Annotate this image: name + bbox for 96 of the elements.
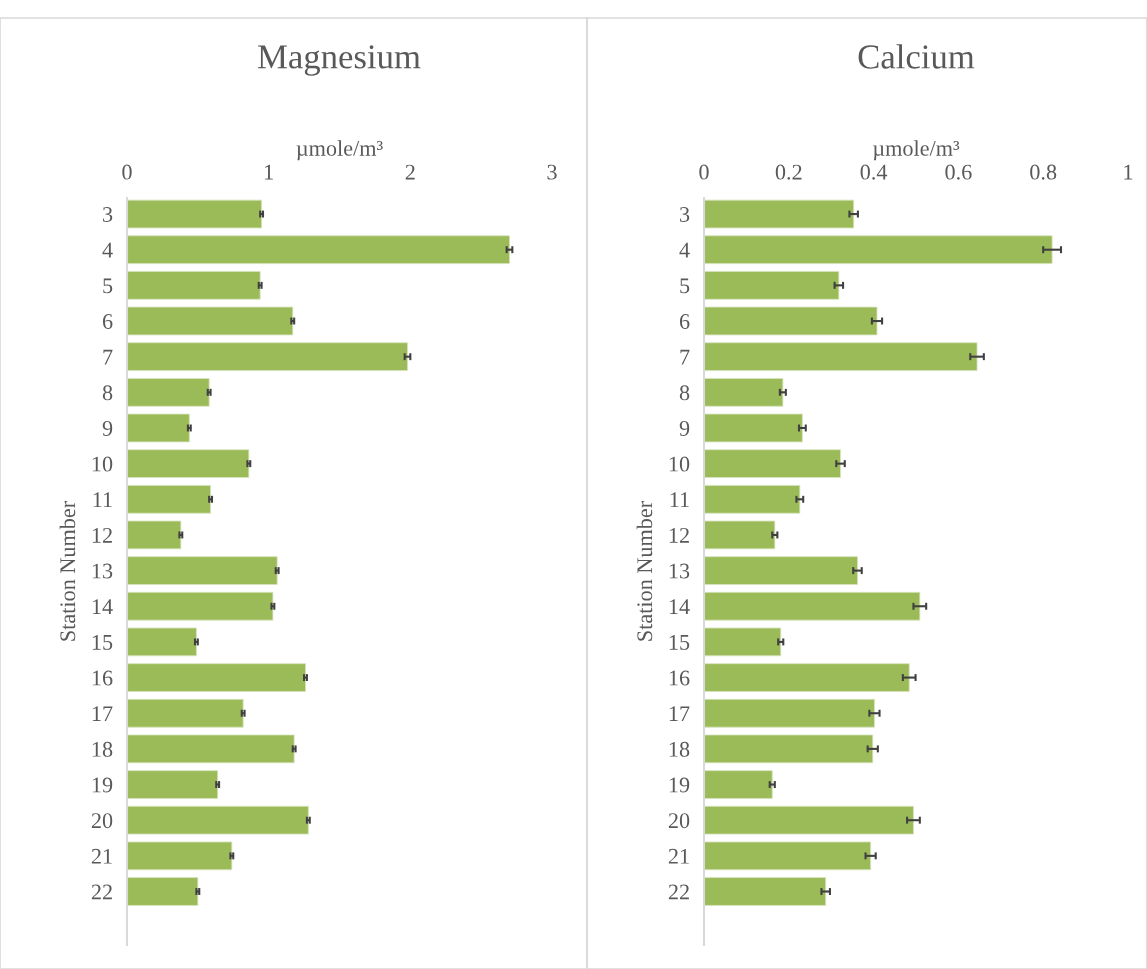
y-tick-label: 22 [91, 884, 112, 900]
y-tick-label: 15 [92, 634, 113, 650]
y-tick-label: 3 [680, 207, 690, 222]
y-tick-label: 13 [669, 563, 690, 579]
bar [704, 556, 858, 585]
bar [704, 342, 978, 371]
bar [704, 841, 872, 871]
x-tick-label: 1 [1124, 164, 1133, 180]
bar [704, 484, 801, 514]
x-tick-label: 3 [547, 164, 557, 180]
bar [127, 271, 261, 300]
y-tick-label: 19 [669, 777, 690, 793]
x-tick-label: 2 [405, 164, 415, 180]
bar [704, 627, 782, 657]
bar [704, 378, 784, 407]
y-tick-label: 9 [102, 420, 113, 436]
y-tick-label: 12 [669, 527, 689, 543]
bar [704, 235, 1053, 265]
y-tick-label: 21 [91, 848, 112, 864]
bar [704, 520, 776, 550]
bar [127, 591, 274, 621]
bar [127, 877, 199, 906]
y-tick-label: 5 [103, 278, 113, 294]
y-tick-label: 18 [669, 741, 690, 757]
bar [704, 306, 878, 336]
bar [127, 663, 306, 692]
bar [127, 199, 262, 229]
bar [127, 342, 408, 371]
bar [704, 770, 773, 799]
bar [127, 734, 295, 764]
x-axis-title: µmole/m³ [296, 140, 383, 161]
bar [127, 449, 250, 478]
y-tick-label: 12 [92, 527, 112, 543]
y-tick-label: 8 [679, 385, 690, 401]
bar [127, 413, 190, 443]
bar [704, 271, 840, 300]
y-tick-label: 9 [679, 420, 690, 436]
bar [127, 520, 182, 550]
y-tick-label: 4 [679, 242, 690, 258]
y-tick-label: 10 [92, 456, 113, 472]
y-axis-title: Station Number [59, 501, 76, 641]
bar [704, 591, 921, 621]
chart-title: Calcium [858, 44, 975, 69]
x-tick-label: 0.8 [1030, 164, 1057, 180]
bar [127, 484, 211, 514]
y-tick-label: 17 [92, 706, 113, 721]
x-tick-label: 0.6 [945, 164, 972, 180]
y-tick-label: 19 [92, 777, 113, 793]
x-tick-label: 0 [122, 164, 132, 180]
y-tick-label: 5 [680, 278, 690, 294]
bar [704, 698, 875, 728]
y-tick-label: 6 [679, 314, 690, 329]
y-tick-label: 13 [92, 563, 113, 579]
bar [127, 698, 244, 728]
bar [127, 235, 510, 265]
bar [127, 378, 210, 407]
y-tick-label: 18 [92, 741, 113, 757]
bar [127, 841, 233, 871]
bar [704, 663, 910, 692]
bar [704, 877, 827, 906]
y-tick-label: 7 [103, 349, 113, 365]
y-tick-label: 8 [102, 385, 113, 401]
x-tick-label: 0.4 [860, 164, 888, 180]
y-tick-label: 22 [668, 884, 689, 900]
y-tick-label: 15 [669, 634, 690, 650]
bar [127, 556, 278, 585]
bar [127, 770, 219, 799]
bar [127, 306, 294, 336]
y-tick-label: 11 [670, 492, 689, 508]
y-tick-label: 14 [669, 599, 690, 614]
y-tick-label: 21 [668, 848, 689, 864]
bar [127, 627, 197, 657]
bar [704, 199, 855, 229]
y-tick-label: 17 [669, 706, 690, 721]
y-tick-label: 4 [102, 242, 113, 258]
x-axis-title: µmole/m³ [873, 140, 960, 161]
bar [127, 805, 309, 835]
y-tick-label: 3 [103, 207, 113, 222]
y-tick-label: 16 [92, 670, 113, 686]
chart-title: Magnesium [258, 45, 421, 76]
y-tick-label: 10 [669, 456, 690, 472]
x-tick-label: 1 [265, 164, 273, 180]
bar [704, 805, 914, 835]
y-tick-label: 16 [669, 670, 690, 686]
y-tick-label: 11 [93, 492, 112, 508]
y-tick-label: 20 [91, 813, 113, 829]
x-tick-label: 0.2 [775, 164, 802, 180]
bar [704, 734, 874, 764]
x-tick-label: 0 [699, 164, 709, 180]
bar [704, 413, 803, 443]
y-axis-title: Station Number [636, 501, 653, 641]
y-tick-label: 14 [92, 599, 113, 614]
y-tick-label: 6 [102, 314, 113, 329]
y-tick-label: 7 [680, 349, 690, 365]
y-tick-label: 20 [668, 813, 690, 829]
bar [704, 449, 841, 478]
